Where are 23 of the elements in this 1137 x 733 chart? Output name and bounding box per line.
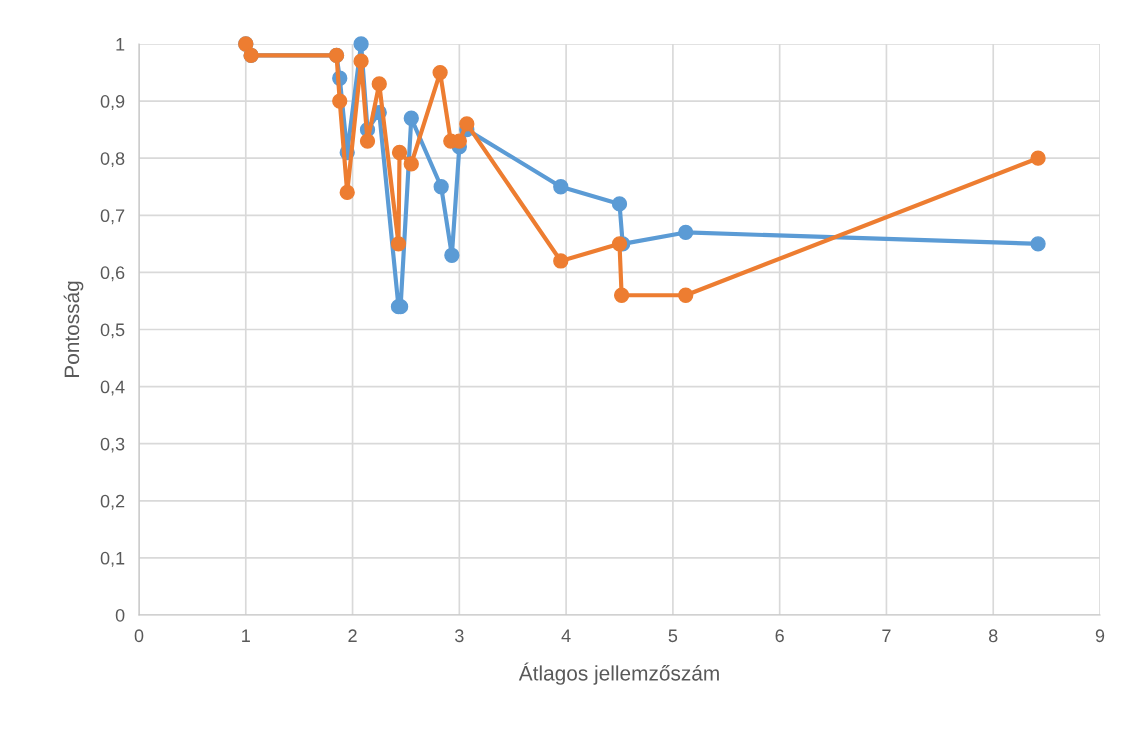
x-tick-label: 3 xyxy=(455,629,464,643)
y-tick-label: 0,3 xyxy=(100,437,125,453)
x-tick-label: 9 xyxy=(1095,629,1105,643)
x-tick-label: 2 xyxy=(348,629,357,642)
x-tick-label: 0 xyxy=(134,629,144,643)
x-tick-label: 1 xyxy=(242,629,250,642)
y-tick-label: 0 xyxy=(115,608,125,622)
y-tick-label: 0,7 xyxy=(100,209,125,225)
y-tick-label: 0,2 xyxy=(100,494,125,510)
y-tick-label: 0,4 xyxy=(100,380,125,396)
x-tick-label: 4 xyxy=(561,629,571,642)
x-tick-label: 8 xyxy=(988,629,998,643)
x-axis-title: Átlagos jellemzőszám xyxy=(518,662,719,685)
y-tick-label: 0,5 xyxy=(100,323,125,339)
x-tick-label: 6 xyxy=(775,629,784,643)
y-tick-label: 0,9 xyxy=(100,95,125,110)
y-tick-label: 0,8 xyxy=(100,152,125,168)
y-axis-title: Pontosság xyxy=(63,281,84,378)
y-tick-label: 0,1 xyxy=(100,551,125,567)
y-tick-label: 0,6 xyxy=(100,266,125,282)
x-tick-label: 7 xyxy=(882,629,891,642)
x-tick-label: 5 xyxy=(668,629,678,643)
y-tick-label: 1 xyxy=(116,38,125,51)
